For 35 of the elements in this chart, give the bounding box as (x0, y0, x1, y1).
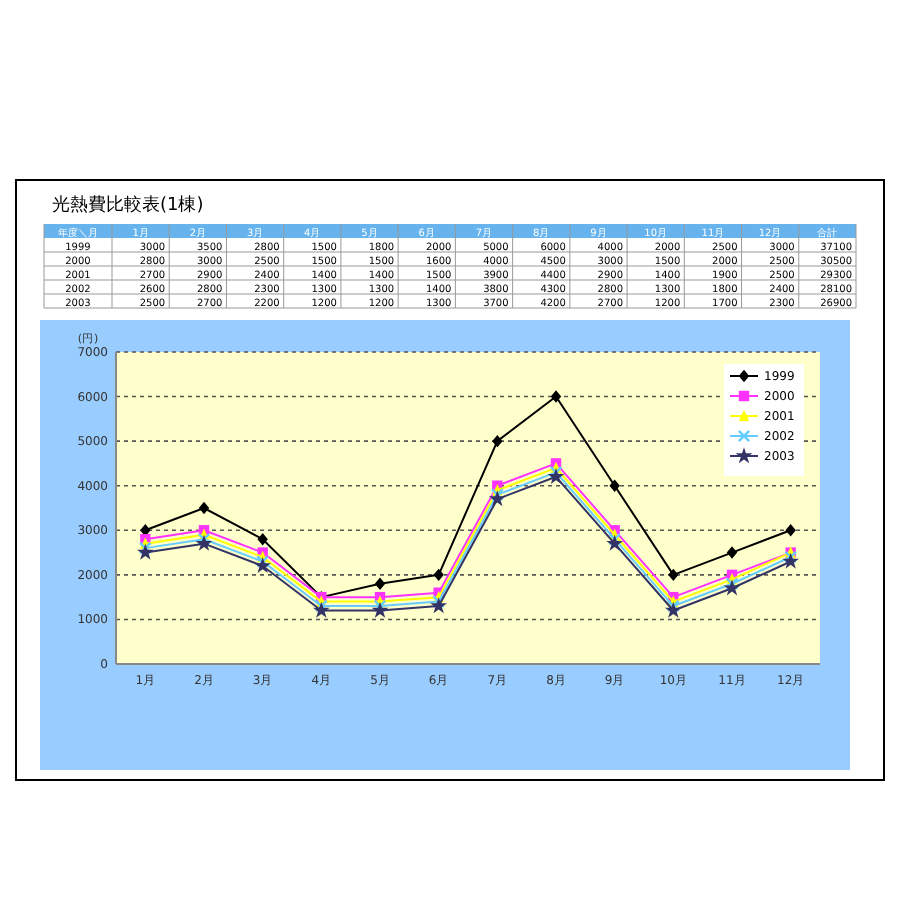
point (609, 479, 620, 492)
point (490, 488, 504, 502)
point (371, 601, 389, 618)
point (138, 541, 152, 555)
point (782, 552, 800, 569)
point (433, 568, 444, 582)
chart-title: 光熱費比較表(1棟) (52, 194, 204, 216)
point (550, 390, 562, 403)
point (488, 490, 506, 507)
point (312, 601, 330, 618)
point (664, 601, 682, 618)
point (606, 534, 624, 551)
point (432, 595, 446, 608)
point (373, 599, 387, 613)
point (547, 467, 565, 484)
point (256, 555, 270, 568)
point (785, 524, 796, 537)
point (725, 577, 739, 591)
point (314, 599, 328, 613)
point (257, 533, 268, 546)
point (549, 465, 563, 479)
point (374, 577, 386, 590)
point (254, 557, 272, 574)
point (197, 532, 211, 546)
point (195, 534, 213, 551)
point (668, 568, 679, 582)
point (723, 579, 741, 596)
point (136, 543, 154, 560)
point (784, 550, 798, 564)
point (726, 546, 738, 559)
point (492, 434, 503, 448)
point (666, 599, 680, 613)
point (198, 501, 210, 515)
point (608, 532, 622, 546)
point (430, 597, 448, 614)
